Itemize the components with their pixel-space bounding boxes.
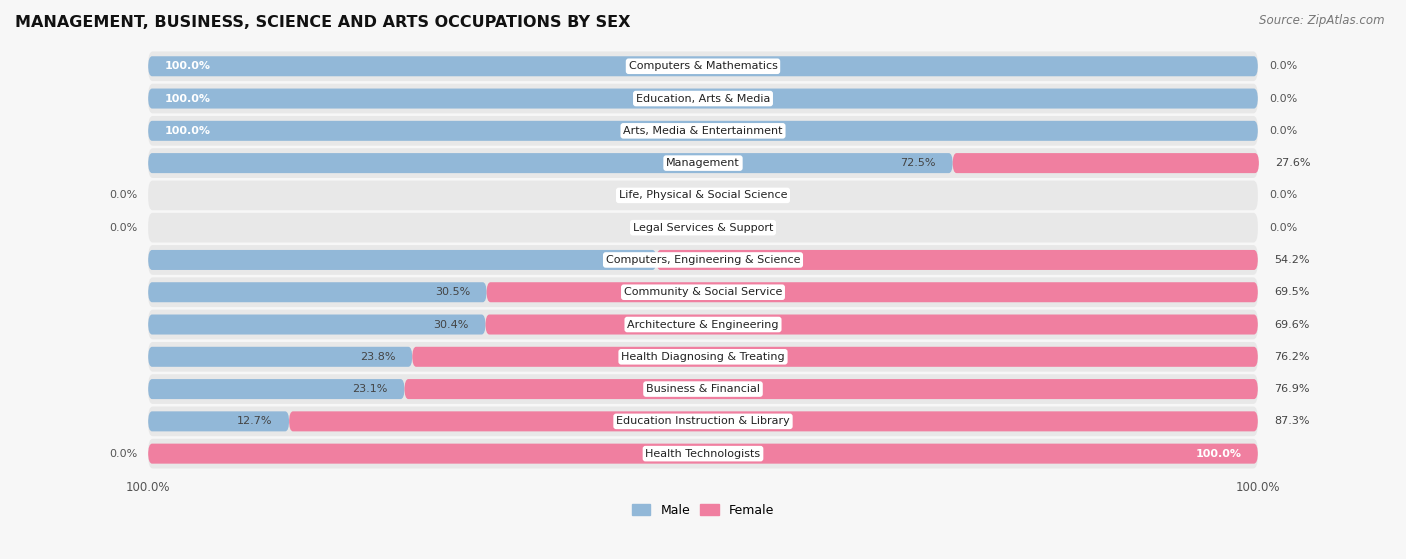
FancyBboxPatch shape (412, 347, 1258, 367)
Text: 0.0%: 0.0% (1270, 222, 1298, 233)
FancyBboxPatch shape (148, 88, 1258, 108)
Text: 54.2%: 54.2% (1274, 255, 1310, 265)
FancyBboxPatch shape (148, 379, 405, 399)
FancyBboxPatch shape (148, 51, 1258, 81)
FancyBboxPatch shape (148, 250, 657, 270)
Text: 76.2%: 76.2% (1274, 352, 1310, 362)
Text: Computers, Engineering & Science: Computers, Engineering & Science (606, 255, 800, 265)
FancyBboxPatch shape (148, 148, 1258, 178)
Text: Arts, Media & Entertainment: Arts, Media & Entertainment (623, 126, 783, 136)
FancyBboxPatch shape (148, 277, 1258, 307)
Text: 23.1%: 23.1% (353, 384, 388, 394)
Text: 69.6%: 69.6% (1274, 320, 1310, 329)
Text: 0.0%: 0.0% (108, 191, 136, 200)
Text: 30.5%: 30.5% (434, 287, 470, 297)
Text: Legal Services & Support: Legal Services & Support (633, 222, 773, 233)
FancyBboxPatch shape (148, 213, 1258, 243)
FancyBboxPatch shape (148, 315, 485, 334)
FancyBboxPatch shape (485, 315, 1258, 334)
Text: 87.3%: 87.3% (1274, 416, 1310, 427)
FancyBboxPatch shape (148, 153, 953, 173)
FancyBboxPatch shape (148, 374, 1258, 404)
Text: 72.5%: 72.5% (900, 158, 936, 168)
Text: 12.7%: 12.7% (238, 416, 273, 427)
Text: 0.0%: 0.0% (1270, 191, 1298, 200)
FancyBboxPatch shape (148, 411, 290, 432)
Text: 76.9%: 76.9% (1274, 384, 1310, 394)
FancyBboxPatch shape (148, 406, 1258, 436)
Text: 100.0%: 100.0% (165, 93, 211, 103)
FancyBboxPatch shape (148, 439, 1258, 468)
Text: 45.8%: 45.8% (605, 255, 640, 265)
FancyBboxPatch shape (486, 282, 1258, 302)
Text: Business & Financial: Business & Financial (645, 384, 761, 394)
Text: Architecture & Engineering: Architecture & Engineering (627, 320, 779, 329)
FancyBboxPatch shape (953, 153, 1258, 173)
Legend: Male, Female: Male, Female (627, 499, 779, 522)
FancyBboxPatch shape (148, 245, 1258, 275)
FancyBboxPatch shape (405, 379, 1258, 399)
Text: Health Diagnosing & Treating: Health Diagnosing & Treating (621, 352, 785, 362)
Text: 0.0%: 0.0% (108, 449, 136, 458)
Text: 100.0%: 100.0% (165, 61, 211, 71)
FancyBboxPatch shape (148, 116, 1258, 146)
FancyBboxPatch shape (148, 282, 486, 302)
Text: 100.0%: 100.0% (165, 126, 211, 136)
FancyBboxPatch shape (657, 250, 1258, 270)
Text: 0.0%: 0.0% (1270, 93, 1298, 103)
Text: 30.4%: 30.4% (433, 320, 468, 329)
FancyBboxPatch shape (148, 342, 1258, 372)
Text: 0.0%: 0.0% (1270, 126, 1298, 136)
Text: MANAGEMENT, BUSINESS, SCIENCE AND ARTS OCCUPATIONS BY SEX: MANAGEMENT, BUSINESS, SCIENCE AND ARTS O… (15, 15, 630, 30)
FancyBboxPatch shape (148, 84, 1258, 113)
Text: 69.5%: 69.5% (1274, 287, 1310, 297)
Text: Source: ZipAtlas.com: Source: ZipAtlas.com (1260, 14, 1385, 27)
Text: Education, Arts & Media: Education, Arts & Media (636, 93, 770, 103)
Text: 0.0%: 0.0% (1270, 61, 1298, 71)
Text: Computers & Mathematics: Computers & Mathematics (628, 61, 778, 71)
Text: Life, Physical & Social Science: Life, Physical & Social Science (619, 191, 787, 200)
Text: 27.6%: 27.6% (1275, 158, 1310, 168)
Text: 100.0%: 100.0% (1195, 449, 1241, 458)
Text: 23.8%: 23.8% (360, 352, 395, 362)
FancyBboxPatch shape (148, 444, 1258, 463)
Text: 0.0%: 0.0% (108, 222, 136, 233)
Text: Health Technologists: Health Technologists (645, 449, 761, 458)
Text: Community & Social Service: Community & Social Service (624, 287, 782, 297)
Text: Management: Management (666, 158, 740, 168)
FancyBboxPatch shape (148, 347, 412, 367)
Text: Education Instruction & Library: Education Instruction & Library (616, 416, 790, 427)
FancyBboxPatch shape (148, 310, 1258, 339)
FancyBboxPatch shape (290, 411, 1258, 432)
FancyBboxPatch shape (148, 181, 1258, 210)
FancyBboxPatch shape (148, 121, 1258, 141)
FancyBboxPatch shape (148, 56, 1258, 76)
